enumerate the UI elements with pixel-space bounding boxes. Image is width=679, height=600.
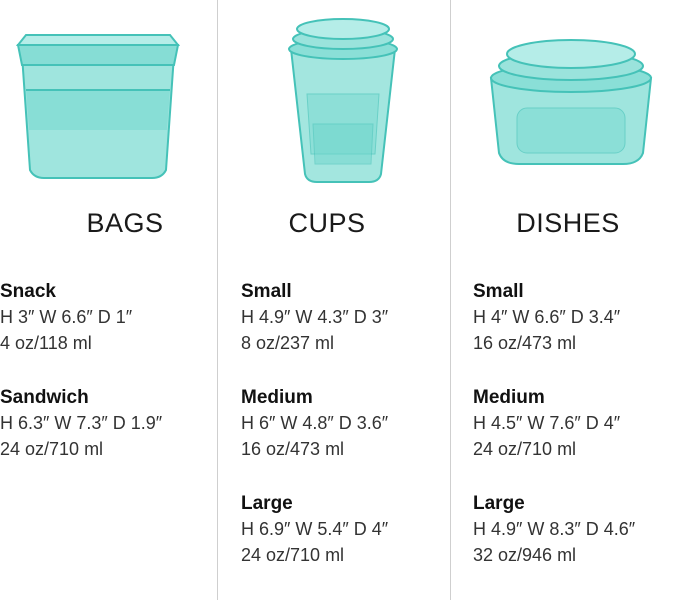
dimensions: H 6.3″ W 7.3″ D 1.9″ <box>0 413 163 433</box>
dimensions: H 4.9″ W 8.3″ D 4.6″ <box>473 519 636 539</box>
volume: 16 oz/473 ml <box>473 333 577 353</box>
size-name: Medium <box>241 387 313 408</box>
list-item: Medium H 6″ W 4.8″ D 3.6″ 16 oz/473 ml <box>241 386 388 462</box>
volume: 4 oz/118 ml <box>0 333 92 353</box>
list-item: Medium H 4.5″ W 7.6″ D 4″ 24 oz/710 ml <box>473 386 620 462</box>
volume: 8 oz/237 ml <box>241 333 335 353</box>
volume: 24 oz/710 ml <box>241 545 345 565</box>
dishes-column: DISHES Small H 4″ W 6.6″ D 3.4″ 16 oz/47… <box>473 0 679 600</box>
cups-image <box>288 18 398 183</box>
list-item: Sandwich H 6.3″ W 7.3″ D 1.9″ 24 oz/710 … <box>0 386 162 462</box>
list-item: Snack H 3″ W 6.6″ D 1″ 4 oz/118 ml <box>0 280 132 356</box>
cups-column: CUPS Small H 4.9″ W 4.3″ D 3″ 8 oz/237 m… <box>241 0 450 600</box>
list-item: Large H 4.9″ W 8.3″ D 4.6″ 32 oz/946 ml <box>473 492 635 568</box>
size-name: Medium <box>473 387 545 408</box>
size-name: Snack <box>0 281 56 302</box>
volume: 16 oz/473 ml <box>241 439 345 459</box>
dishes-image <box>489 39 653 165</box>
volume: 32 oz/946 ml <box>473 545 577 565</box>
bags-image <box>15 34 181 179</box>
column-divider <box>217 0 218 600</box>
list-item: Large H 6.9″ W 5.4″ D 4″ 24 oz/710 ml <box>241 492 388 568</box>
bags-title: BAGS <box>86 208 164 238</box>
dimensions: H 6″ W 4.8″ D 3.6″ <box>241 413 389 433</box>
size-name: Small <box>241 281 292 302</box>
size-name: Large <box>241 493 293 514</box>
dimensions: H 6.9″ W 5.4″ D 4″ <box>241 519 389 539</box>
dimensions: H 3″ W 6.6″ D 1″ <box>0 307 133 327</box>
size-name: Large <box>473 493 525 514</box>
bags-column: BAGS Snack H 3″ W 6.6″ D 1″ 4 oz/118 ml … <box>0 0 217 600</box>
size-name: Sandwich <box>0 387 89 408</box>
dishes-title: DISHES <box>516 208 620 238</box>
volume: 24 oz/710 ml <box>473 439 577 459</box>
cups-title: CUPS <box>288 208 366 238</box>
dimensions: H 4″ W 6.6″ D 3.4″ <box>473 307 621 327</box>
column-divider <box>450 0 451 600</box>
size-name: Small <box>473 281 524 302</box>
list-item: Small H 4″ W 6.6″ D 3.4″ 16 oz/473 ml <box>473 280 620 356</box>
dimensions: H 4.5″ W 7.6″ D 4″ <box>473 413 621 433</box>
dimensions: H 4.9″ W 4.3″ D 3″ <box>241 307 389 327</box>
list-item: Small H 4.9″ W 4.3″ D 3″ 8 oz/237 ml <box>241 280 388 356</box>
volume: 24 oz/710 ml <box>0 439 104 459</box>
